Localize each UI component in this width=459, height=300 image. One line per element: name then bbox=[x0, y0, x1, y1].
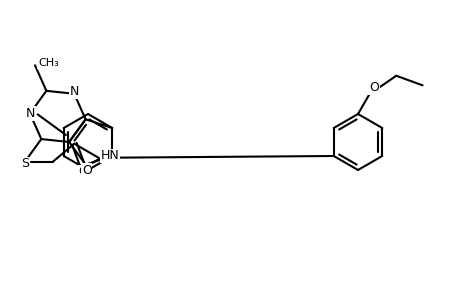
Text: O: O bbox=[82, 164, 91, 177]
Text: N: N bbox=[69, 85, 79, 98]
Text: N: N bbox=[26, 107, 35, 120]
Text: CH₃: CH₃ bbox=[38, 58, 59, 68]
Text: S: S bbox=[21, 157, 29, 170]
Text: HN: HN bbox=[101, 149, 119, 162]
Text: O: O bbox=[368, 81, 378, 94]
Text: O: O bbox=[78, 165, 89, 178]
